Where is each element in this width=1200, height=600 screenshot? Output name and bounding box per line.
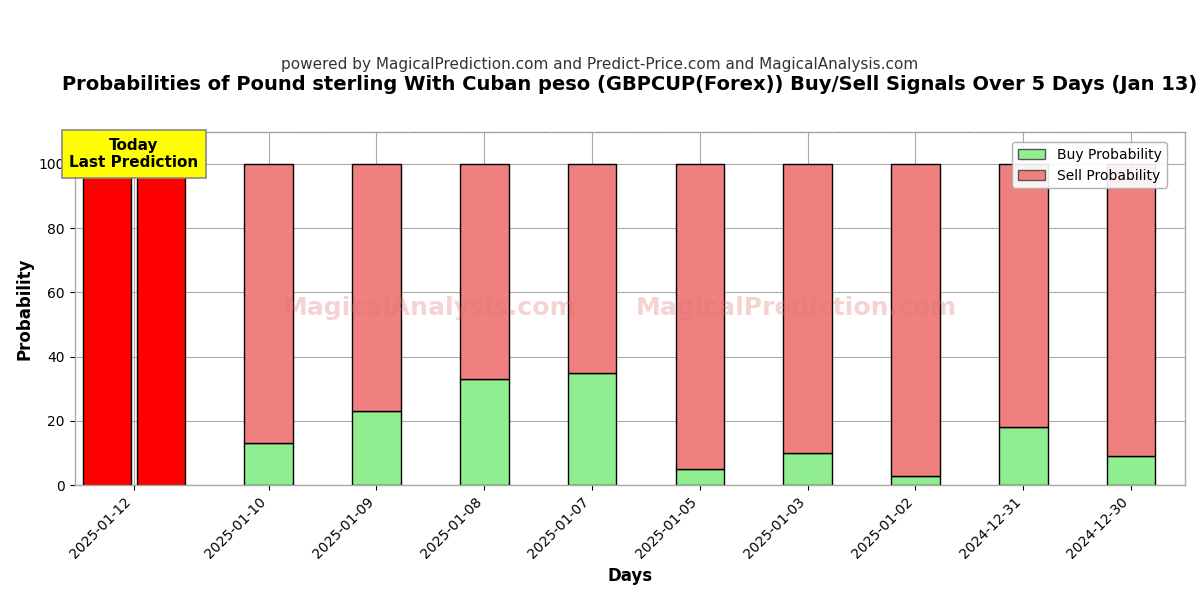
Bar	[568, 373, 617, 485]
Bar	[83, 164, 131, 485]
Y-axis label: Probability: Probability	[16, 257, 34, 360]
Bar	[1000, 164, 1048, 427]
Bar	[784, 164, 832, 453]
Text: Today
Last Prediction: Today Last Prediction	[70, 138, 198, 170]
X-axis label: Days: Days	[607, 567, 653, 585]
Bar	[676, 164, 724, 469]
Bar	[892, 476, 940, 485]
Bar	[568, 164, 617, 373]
Bar	[676, 469, 724, 485]
Bar	[245, 443, 293, 485]
Bar	[784, 453, 832, 485]
Bar	[892, 164, 940, 476]
Text: MagicalAnalysis.com: MagicalAnalysis.com	[283, 296, 577, 320]
Bar	[353, 164, 401, 412]
Bar	[1106, 164, 1156, 457]
Bar	[137, 164, 185, 485]
Legend: Buy Probability, Sell Probability: Buy Probability, Sell Probability	[1012, 142, 1166, 188]
Bar	[460, 379, 509, 485]
Bar	[460, 164, 509, 379]
Text: powered by MagicalPrediction.com and Predict-Price.com and MagicalAnalysis.com: powered by MagicalPrediction.com and Pre…	[281, 57, 919, 72]
Bar	[245, 164, 293, 443]
Bar	[1000, 427, 1048, 485]
Bar	[1106, 457, 1156, 485]
Bar	[353, 412, 401, 485]
Text: MagicalPrediction.com: MagicalPrediction.com	[636, 296, 958, 320]
Title: Probabilities of Pound sterling With Cuban peso (GBPCUP(Forex)) Buy/Sell Signals: Probabilities of Pound sterling With Cub…	[62, 75, 1198, 94]
